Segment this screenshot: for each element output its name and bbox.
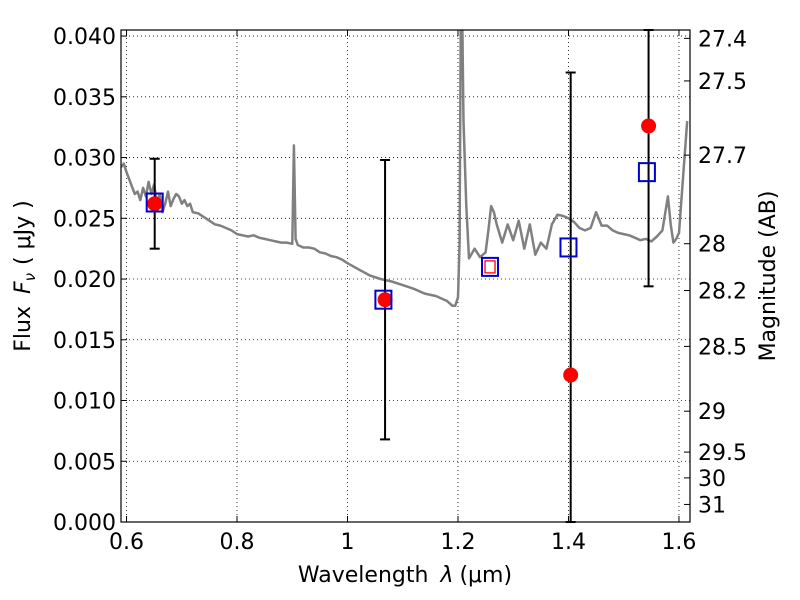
- observed-point: [147, 196, 163, 212]
- y-axis-title: FluxFν( μJy ): [11, 200, 39, 351]
- y-tick-label: 0.035: [53, 86, 116, 111]
- y2-tick-label: 29: [698, 400, 726, 425]
- y-tick-label: 0.025: [53, 207, 116, 232]
- plot-frame: [120, 29, 691, 523]
- x-tick-label: 1.4: [551, 530, 586, 555]
- observed-point: [641, 118, 657, 134]
- y2-tick-label: 27.5: [698, 70, 747, 95]
- x-tick-label: 0.8: [220, 530, 255, 555]
- x-tick-label: 1.2: [440, 530, 475, 555]
- y-tick-label: 0.000: [53, 511, 116, 536]
- tick-label-layer: 0.6 0.8 1 1.2 1.4 1.6 0.000 0.005 0.010 0.015 0.02…: [53, 25, 747, 555]
- y2-tick-label: 28: [698, 233, 726, 258]
- x-axis-title: Wavelength λ (μm): [298, 563, 512, 588]
- y2-tick-label: 31: [698, 493, 726, 518]
- y2-tick-label: 27.7: [698, 144, 747, 169]
- y-tick-label: 0.030: [53, 147, 116, 172]
- y2-axis-title: Magnitude (AB): [756, 191, 781, 362]
- observed-open-square: [484, 260, 496, 274]
- observed-point: [377, 292, 393, 308]
- y2-tick-label: 27.4: [698, 27, 747, 52]
- tick-layer: [121, 30, 690, 523]
- model-spectrum-layer: [121, 30, 689, 308]
- y-tick-label: 0.005: [53, 450, 116, 475]
- model-photometry-square: [374, 289, 393, 310]
- y-tick-label: 0.040: [53, 25, 116, 50]
- y-tick-label: 0.015: [53, 329, 116, 354]
- model-photometry-square: [481, 256, 500, 277]
- y-tick-label: 0.020: [53, 268, 116, 293]
- x-tick-label: 1.6: [661, 530, 696, 555]
- model-photometry-square: [559, 237, 578, 258]
- x-tick-label: 0.6: [109, 530, 144, 555]
- y2-tick-label: 28.2: [698, 280, 747, 305]
- observed-point: [563, 367, 579, 383]
- model-photometry-square: [637, 162, 656, 183]
- points-layer: [145, 118, 657, 383]
- y2-tick-label: 28.5: [698, 335, 747, 360]
- y2-tick-label: 30: [698, 467, 726, 492]
- x-tick-label: 1: [340, 530, 354, 555]
- model-photometry-square: [145, 192, 164, 213]
- model-spectrum-line: [121, 30, 689, 308]
- y2-tick-label: 29.5: [698, 441, 747, 466]
- y-tick-label: 0.010: [53, 390, 116, 415]
